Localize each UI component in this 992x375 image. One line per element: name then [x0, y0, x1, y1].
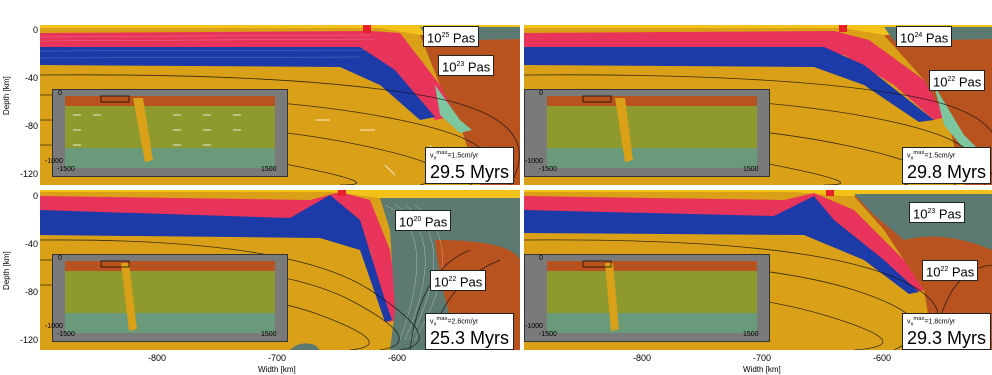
- inset-tick-bottom: -1000: [525, 158, 543, 165]
- viscosity-lower-label: 1022 Pas: [922, 260, 979, 282]
- y-tick-120-bottom: -120: [20, 335, 39, 345]
- panel-bottom-left: 0 -1000 -1500 1500 1020 Pas 1022 Pas vxm…: [40, 190, 520, 350]
- inset-tick-right: 1500: [261, 331, 277, 338]
- y-axis-label-top: Depth [km]: [2, 76, 11, 115]
- y-tick-120-top: -120: [20, 169, 39, 179]
- inset-tick-bottom: -1000: [525, 323, 543, 330]
- inset-tick-right: 1500: [261, 166, 277, 173]
- panel-top-right: 0 -1000 -1500 1500 1024 Pas 1022 Pas vxm…: [524, 25, 992, 185]
- viscosity-lower-label: 1023 Pas: [438, 55, 495, 77]
- viscosity-upper-label: 1023 Pas: [909, 202, 966, 224]
- inset-tick-top: 0: [539, 255, 543, 262]
- inset-tick-left: -1500: [539, 331, 557, 338]
- x-tick-600-left: -600: [388, 353, 407, 363]
- inset-tick-bottom: -1000: [45, 158, 63, 165]
- inset-overview: 0 -1000 -1500 1500: [524, 254, 770, 342]
- viscosity-upper-label: 1020 Pas: [395, 210, 452, 232]
- time-box: vxmax=1.5cm/yr 29.8 Myrs: [902, 147, 992, 184]
- panel-bottom-right: 0 -1000 -1500 1500 1023 Pas 1022 Pas vxm…: [524, 190, 992, 350]
- panel-top-left: 0 -1000 -1500 1500 1025 Pas 1023 Pas vxm…: [40, 25, 520, 185]
- y-tick-40-top: -40: [25, 73, 39, 83]
- x-tick-700-right: -700: [753, 353, 772, 363]
- y-axis-label-bottom: Depth [km]: [2, 251, 11, 290]
- inset-tick-top: 0: [539, 90, 543, 97]
- inset-tick-bottom: -1000: [45, 323, 63, 330]
- x-tick-800-left: -800: [148, 353, 167, 363]
- y-tick-0-top: 0: [33, 25, 39, 35]
- x-tick-600-right: -600: [873, 353, 892, 363]
- inset-overview: 0 -1000 -1500 1500: [45, 89, 288, 177]
- inset-tick-top: 0: [58, 90, 62, 97]
- y-tick-80-top: -80: [25, 121, 39, 131]
- viscosity-lower-label: 1022 Pas: [929, 70, 986, 92]
- y-tick-0-bottom: 0: [33, 191, 39, 201]
- inset-overview: 0 -1000 -1500 1500: [45, 254, 288, 342]
- inset-tick-left: -1500: [539, 166, 557, 173]
- viscosity-lower-label: 1022 Pas: [430, 270, 487, 292]
- time-box: vxmax=1.8cm/yr 29.3 Myrs: [902, 313, 992, 350]
- x-tick-800-right: -800: [633, 353, 652, 363]
- viscosity-upper-label: 1024 Pas: [896, 26, 953, 48]
- time-box: vxmax=1.5cm/yr 29.5 Myrs: [425, 147, 515, 184]
- inset-tick-right: 1500: [743, 331, 759, 338]
- inset-overview: 0 -1000 -1500 1500: [524, 89, 770, 177]
- inset-tick-right: 1500: [743, 166, 759, 173]
- y-tick-80-bottom: -80: [25, 287, 39, 297]
- y-tick-40-bottom: -40: [25, 239, 39, 249]
- x-axis-label-left: Width [km]: [258, 365, 296, 374]
- viscosity-upper-label: 1025 Pas: [423, 26, 480, 48]
- x-tick-700-left: -700: [268, 353, 287, 363]
- inset-tick-top: 0: [58, 255, 62, 262]
- inset-tick-left: -1500: [57, 331, 75, 338]
- x-axis-label-right: Width [km]: [743, 365, 781, 374]
- time-box: vxmax=2.6cm/yr 25.3 Myrs: [425, 313, 515, 350]
- inset-tick-left: -1500: [57, 166, 75, 173]
